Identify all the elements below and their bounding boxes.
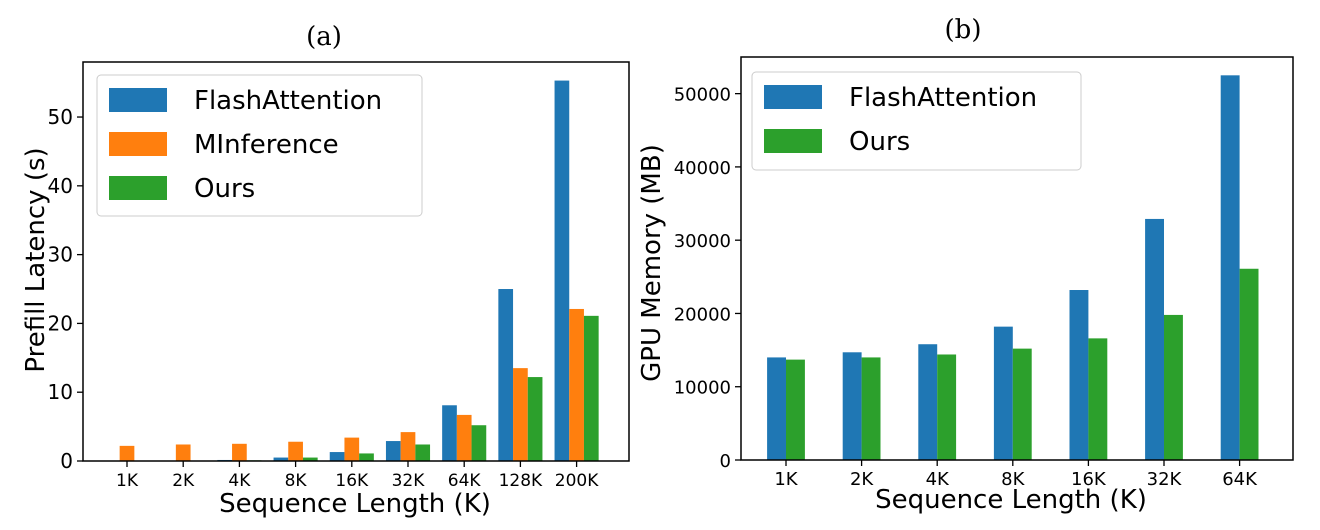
y-tick-label: 0 xyxy=(720,451,731,472)
x-tick-label: 8K xyxy=(1001,469,1025,490)
bar-flashattention-128k xyxy=(498,289,514,461)
bar-ours-64k xyxy=(471,425,487,461)
x-tick-label: 2K xyxy=(850,469,874,490)
bar-ours-200k xyxy=(583,315,599,461)
legend-label-flashattention: FlashAttention xyxy=(849,83,1037,113)
bar-ours-16k xyxy=(359,453,374,461)
bar-flashattention-8k xyxy=(273,457,289,461)
legend: FlashAttention MInference Ours xyxy=(96,74,423,217)
plot-frame xyxy=(740,56,1294,461)
y-tick-label: 50000 xyxy=(674,85,731,106)
legend-label-minference: MInference xyxy=(194,130,339,160)
x-tick-label: 64K xyxy=(1222,469,1258,490)
x-tick-label: 32K xyxy=(1147,469,1183,490)
legend-swatch-minference xyxy=(109,132,167,156)
bar-minference-32k xyxy=(400,432,416,461)
bar-flashattention-32k xyxy=(1145,218,1164,460)
legend-label-ours: Ours xyxy=(849,127,910,157)
y-tick-label: 30 xyxy=(48,243,73,267)
plot-frame xyxy=(82,61,630,462)
x-axis-label: Sequence Length (K) xyxy=(219,489,491,519)
bar-minference-4k xyxy=(232,443,247,461)
bar-ours-1k xyxy=(786,359,805,460)
bar-minference-8k xyxy=(288,441,303,461)
bar-ours-8k xyxy=(302,457,318,461)
bar-flashattention-32k xyxy=(385,441,401,461)
y-tick-label: 20000 xyxy=(674,304,731,325)
bar-ours-128k xyxy=(527,377,543,461)
chart-latency: (a) Prefill Latency (s) Sequence Length … xyxy=(21,22,630,519)
bar-flashattention-64k xyxy=(442,405,457,461)
x-tick-label: 16K xyxy=(335,471,369,491)
x-tick-label: 1K xyxy=(774,469,798,490)
x-tick-label: 2K xyxy=(172,471,195,491)
bar-ours-64k xyxy=(1239,268,1259,460)
chart-title: (a) xyxy=(306,22,342,52)
bar-minference-200k xyxy=(569,308,584,461)
x-tick-label: 4K xyxy=(926,469,950,490)
legend-swatch-ours xyxy=(764,129,822,153)
bar-minference-128k xyxy=(513,368,528,461)
y-tick-label: 40000 xyxy=(674,158,731,179)
bar-ours-8k xyxy=(1012,348,1032,460)
chart-title: (b) xyxy=(945,15,982,45)
legend-swatch-flashattention xyxy=(109,88,167,112)
bar-flashattention-64k xyxy=(1220,75,1240,461)
legend-box xyxy=(751,71,1082,171)
legend-swatch-flashattention xyxy=(764,85,822,109)
bar-flashattention-1k xyxy=(767,357,786,460)
bar-flashattention-4k xyxy=(918,344,938,460)
x-tick-label: 32K xyxy=(392,471,426,491)
bar-ours-32k xyxy=(1164,314,1183,460)
x-tick-label: 8K xyxy=(285,471,308,491)
x-tick-label: 1K xyxy=(116,471,139,491)
x-axis-label: Sequence Length (K) xyxy=(875,485,1147,515)
y-axis-label: GPU Memory (MB) xyxy=(637,144,667,382)
chart-memory: (b) GPU Memory (MB) Sequence Length (K) … xyxy=(637,15,1294,515)
legend-box xyxy=(96,74,423,217)
bar-flashattention-16k xyxy=(329,452,345,461)
bar-minference-64k xyxy=(456,414,472,461)
x-tick-label: 200K xyxy=(555,471,599,491)
bar-flashattention-8k xyxy=(993,326,1013,460)
bar-ours-4k xyxy=(937,354,957,460)
bar-flashattention-200k xyxy=(554,80,570,462)
x-tick-label: 4K xyxy=(228,471,251,491)
y-tick-label: 40 xyxy=(48,174,73,198)
bar-ours-32k xyxy=(415,444,431,461)
legend-label-flashattention: FlashAttention xyxy=(194,86,382,116)
legend: FlashAttention Ours xyxy=(751,71,1082,171)
bar-flashattention-16k xyxy=(1069,290,1089,460)
y-tick-label: 30000 xyxy=(674,231,731,252)
y-tick-label: 0 xyxy=(60,449,73,473)
y-tick-label: 10 xyxy=(48,380,73,404)
y-tick-label: 10000 xyxy=(674,378,731,399)
bar-minference-1k xyxy=(119,445,135,461)
bar-flashattention-2k xyxy=(842,352,862,460)
legend-swatch-ours xyxy=(109,176,167,200)
bar-ours-2k xyxy=(861,357,881,460)
bar-minference-16k xyxy=(344,437,360,461)
x-tick-label: 128K xyxy=(499,471,543,491)
legend-label-ours: Ours xyxy=(194,174,255,204)
x-tick-label: 64K xyxy=(448,471,482,491)
x-tick-label: 16K xyxy=(1071,469,1107,490)
y-tick-label: 20 xyxy=(48,311,73,335)
y-tick-label: 50 xyxy=(48,105,73,129)
bar-minference-2k xyxy=(175,444,191,461)
bar-ours-16k xyxy=(1088,338,1108,460)
y-axis-label: Prefill Latency (s) xyxy=(21,147,51,372)
